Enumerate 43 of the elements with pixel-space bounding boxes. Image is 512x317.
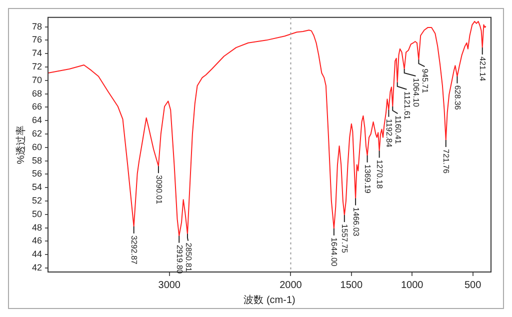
annotation: 1557.75 — [340, 224, 350, 254]
annotation: 1644.00 — [330, 237, 339, 267]
x-tick-label: 1500 — [340, 280, 363, 291]
annotation: 1270.18 — [375, 160, 384, 190]
x-axis-title: 波数 (cm-1) — [244, 294, 296, 306]
annotation: 1121.61 — [402, 91, 412, 120]
annotation: 3292.87 — [130, 235, 139, 265]
y-axis-title: %透过率 — [14, 125, 27, 164]
annotation: 628.36 — [453, 85, 462, 110]
y-tick-label: 72 — [32, 61, 42, 72]
annotation: 1466.03 — [351, 207, 360, 237]
x-tick-label: 3000 — [158, 280, 181, 291]
y-tick-label: 50 — [32, 208, 42, 219]
annotation: 1369.19 — [363, 164, 372, 194]
y-tick-label: 70 — [32, 74, 42, 85]
y-tick-label: 64 — [32, 115, 42, 126]
y-tick-label: 68 — [32, 88, 42, 98]
y-tick-label: 74 — [32, 48, 42, 58]
annotation: 1192.84 — [384, 118, 394, 148]
annotation: 1064.10 — [412, 78, 421, 108]
y-tick-label: 56 — [32, 168, 42, 179]
annotation: 3090.01 — [154, 175, 164, 205]
y-tick-label: 66 — [32, 102, 42, 112]
y-tick-label: 42 — [32, 262, 42, 272]
annotation: 1160.41 — [394, 116, 403, 144]
y-tick-label: 46 — [32, 236, 42, 246]
x-tick-label: 500 — [464, 280, 482, 291]
annotation: 721.76 — [442, 149, 451, 174]
x-tick-label: 1000 — [400, 280, 424, 291]
y-tick-label: 76 — [32, 34, 42, 45]
y-tick-label: 62 — [32, 128, 42, 138]
x-tick-label: 2000 — [280, 280, 302, 291]
annotation: 945.71 — [420, 68, 430, 94]
y-tick-label: 58 — [32, 155, 42, 166]
annotation: 421.14 — [478, 56, 488, 82]
y-tick-label: 60 — [32, 142, 42, 152]
annotation: 2850.81 — [184, 242, 193, 272]
y-tick-label: 54 — [32, 182, 42, 192]
y-tick-label: 48 — [32, 222, 42, 232]
y-tick-label: 52 — [32, 195, 42, 206]
annotation: 2919.80 — [174, 244, 184, 274]
y-tick-label: 78 — [32, 21, 42, 32]
y-tick-label: 44 — [32, 249, 42, 260]
